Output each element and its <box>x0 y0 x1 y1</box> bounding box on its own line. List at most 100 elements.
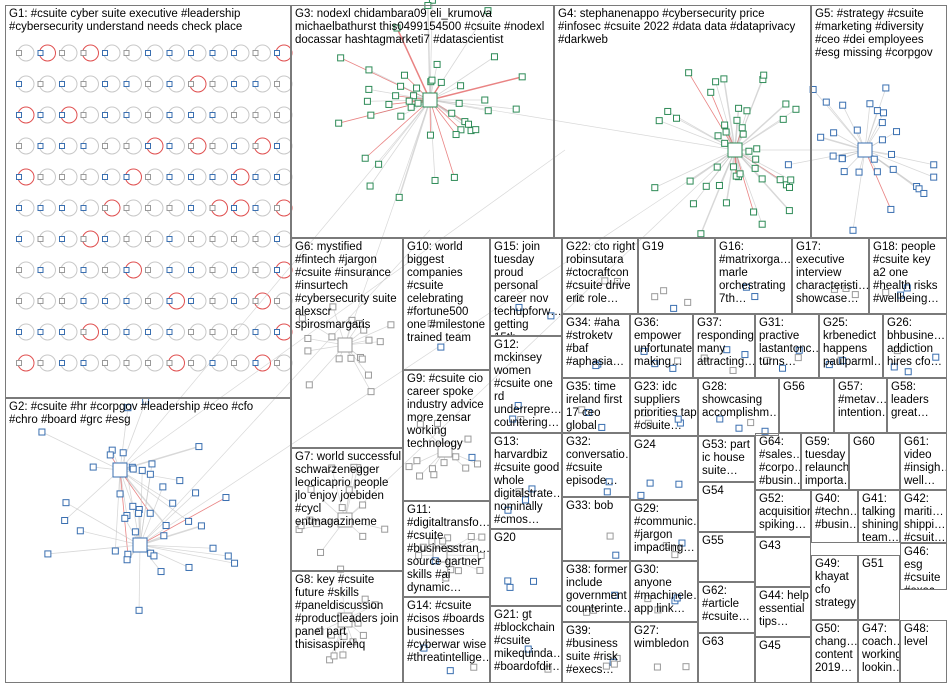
member-node <box>428 537 436 545</box>
member-node <box>455 99 463 107</box>
small-node <box>514 402 522 410</box>
edge <box>734 149 791 181</box>
member-node <box>416 420 424 428</box>
isolate-node <box>59 329 65 335</box>
edge-layer <box>17 0 934 660</box>
small-node <box>794 354 802 362</box>
isolate-node <box>231 205 237 211</box>
isolate-node <box>16 112 22 118</box>
edge <box>139 492 196 546</box>
member-node <box>478 533 486 541</box>
small-node <box>903 284 911 292</box>
isolate-node <box>166 143 173 149</box>
member-node <box>714 132 722 140</box>
small-node <box>741 351 749 359</box>
edge <box>139 497 227 546</box>
member-node <box>433 419 441 427</box>
isolate-node <box>16 236 22 242</box>
isolate-node <box>37 143 44 149</box>
member-node <box>116 490 124 498</box>
member-node <box>366 182 374 190</box>
small-node <box>669 364 677 372</box>
isolate-node <box>145 329 151 335</box>
member-node <box>38 428 46 436</box>
isolate-node <box>123 50 130 56</box>
small-node <box>897 291 905 299</box>
small-node <box>431 557 439 565</box>
member-node <box>433 60 441 68</box>
member-node <box>428 465 436 473</box>
edge <box>396 27 431 101</box>
member-node <box>365 336 373 344</box>
member-node <box>393 24 401 32</box>
member-node <box>753 145 761 153</box>
member-node <box>135 509 143 517</box>
small-node <box>672 545 680 553</box>
isolate-node <box>102 81 108 87</box>
edge <box>429 99 436 181</box>
isolate-node <box>37 205 44 211</box>
small-node <box>674 415 682 423</box>
isolate-node <box>123 267 130 273</box>
member-node <box>887 205 895 213</box>
edge <box>139 544 229 557</box>
small-node <box>603 488 611 496</box>
member-node <box>298 314 306 322</box>
edge <box>852 149 866 231</box>
member-node <box>224 552 232 560</box>
edge <box>654 149 736 189</box>
member-node <box>349 638 357 646</box>
edge <box>340 569 346 621</box>
member-node <box>457 82 465 90</box>
member-node <box>329 303 337 311</box>
member-node <box>326 656 334 664</box>
small-node <box>795 346 803 354</box>
member-node <box>830 129 838 137</box>
edge <box>65 502 141 546</box>
edge <box>139 544 214 549</box>
member-node <box>363 97 371 105</box>
small-node <box>589 606 597 614</box>
member-node <box>915 185 923 193</box>
member-node <box>124 404 132 412</box>
member-node <box>185 563 193 571</box>
member-node <box>446 545 454 553</box>
member-node <box>707 88 715 96</box>
member-node <box>415 552 423 560</box>
edge <box>734 149 754 213</box>
member-node <box>76 527 84 535</box>
isolate-node <box>188 360 194 366</box>
small-node <box>611 591 619 599</box>
cross-edge <box>344 99 431 346</box>
member-node <box>889 165 897 173</box>
isolate-node <box>188 267 194 273</box>
isolate-node <box>37 174 44 180</box>
member-node <box>339 651 347 659</box>
member-node <box>142 397 150 405</box>
member-node <box>209 544 217 552</box>
hub-node <box>422 92 438 108</box>
member-node <box>361 154 369 162</box>
isolate-node <box>166 174 173 180</box>
isolate-node <box>274 143 280 149</box>
member-node <box>129 502 137 510</box>
member-node <box>893 128 901 136</box>
small-node <box>641 409 649 417</box>
isolate-node <box>252 81 259 87</box>
member-node <box>452 131 460 139</box>
member-node <box>328 333 336 341</box>
isolate-node <box>37 236 44 242</box>
isolate-node <box>166 50 173 56</box>
small-node <box>413 457 421 465</box>
member-node <box>721 139 729 147</box>
isolate-node <box>102 50 108 56</box>
member-node <box>853 126 861 134</box>
isolate-node <box>37 298 44 304</box>
small-node <box>584 408 592 416</box>
isolate-node <box>16 329 22 335</box>
isolate-node <box>16 174 22 180</box>
small-node <box>610 660 618 668</box>
member-node <box>785 207 793 215</box>
small-node <box>547 312 555 320</box>
small-node <box>825 361 833 369</box>
